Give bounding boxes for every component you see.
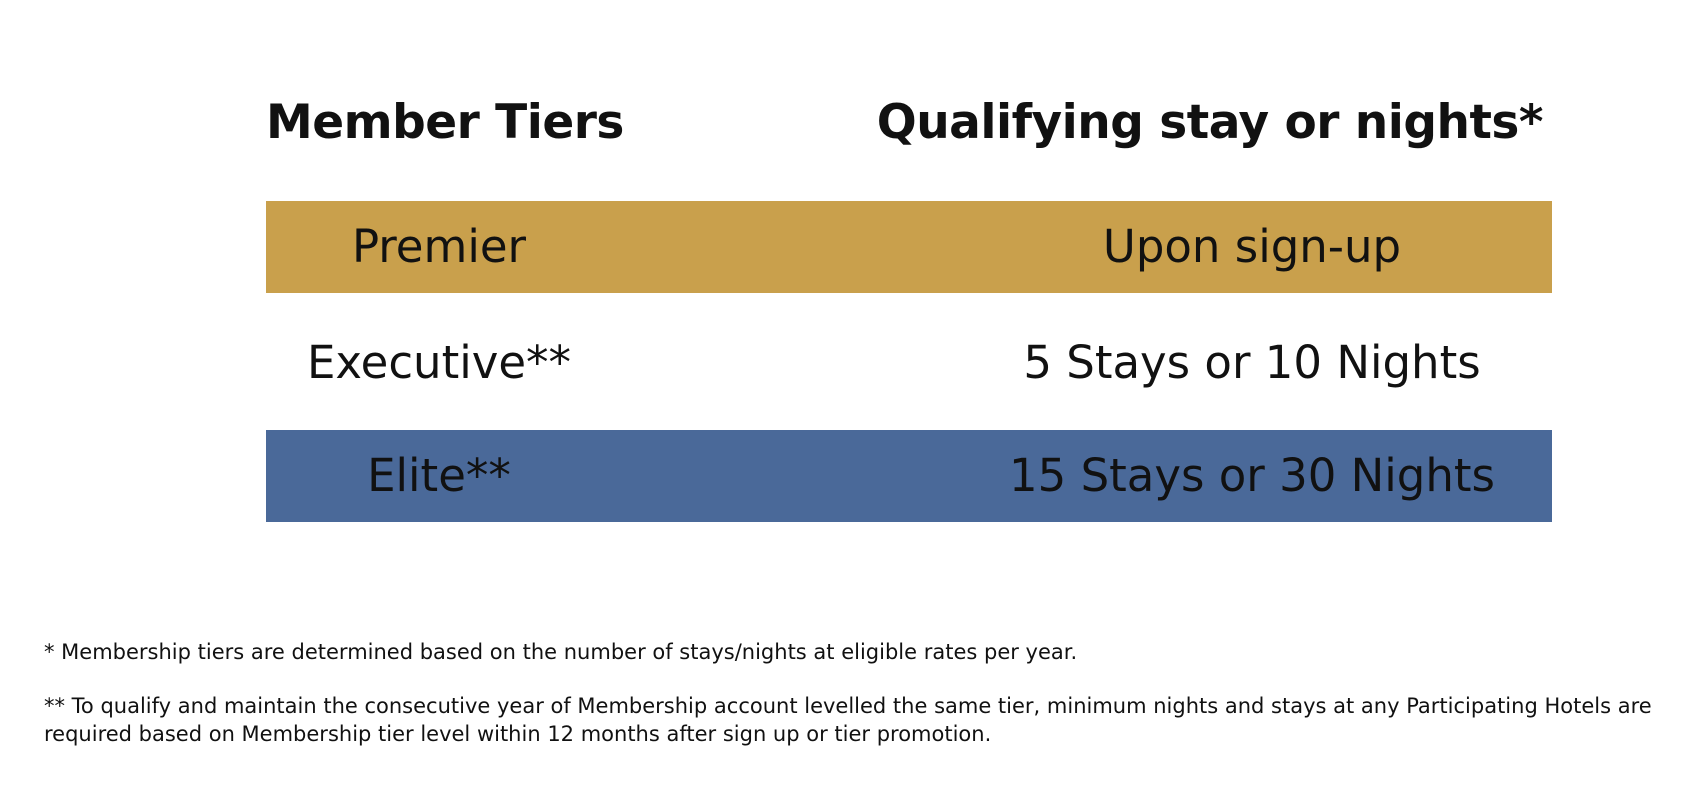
- qualifying-heading: Qualifying stay or nights*: [876, 95, 1544, 150]
- tier-name: Executive**: [306, 336, 572, 389]
- footnote-double-star: ** To qualify and maintain the consecuti…: [44, 694, 1652, 746]
- member-tiers-heading: Member Tiers: [266, 95, 624, 150]
- tier-requirement: 15 Stays or 30 Nights: [1009, 449, 1495, 502]
- tier-row-elite: Elite** 15 Stays or 30 Nights: [266, 430, 1552, 522]
- tier-name: Elite**: [367, 449, 511, 502]
- tier-requirement: 5 Stays or 10 Nights: [1023, 336, 1481, 389]
- tier-name: Premier: [351, 220, 527, 273]
- tier-requirement: Upon sign-up: [1102, 220, 1402, 273]
- tier-row-executive: Executive** 5 Stays or 10 Nights: [266, 317, 1552, 409]
- tier-row-premier: Premier Upon sign-up: [266, 201, 1552, 293]
- footnote-single-star: * Membership tiers are determined based …: [44, 640, 1078, 664]
